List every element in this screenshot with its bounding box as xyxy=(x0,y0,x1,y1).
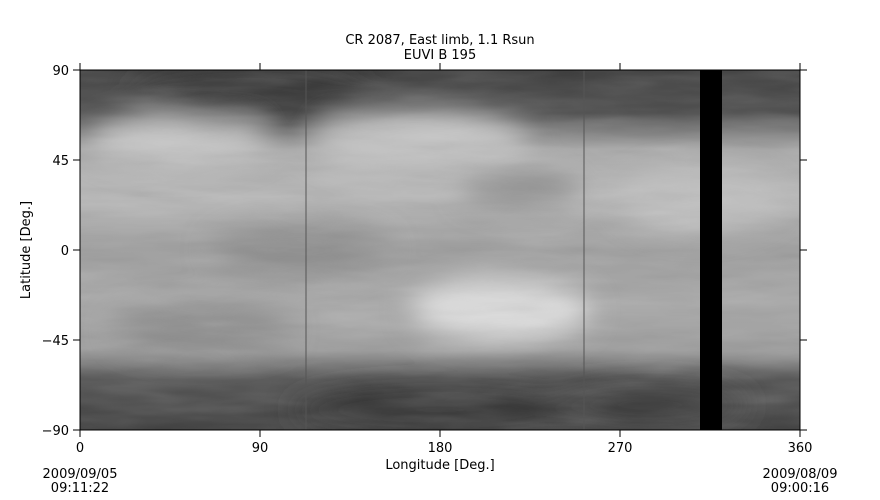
x-tick-label: 270 xyxy=(608,441,633,456)
y-tick-label: 45 xyxy=(52,154,69,169)
y-tick-label: −90 xyxy=(42,424,69,439)
x-tick-label: 0 xyxy=(76,441,84,456)
end-time: 09:00:16 xyxy=(771,481,829,496)
start-date: 2009/09/05 xyxy=(43,467,118,482)
x-tick-label: 90 xyxy=(252,441,269,456)
y-tick-label: 90 xyxy=(52,64,69,79)
x-axis-label: Longitude [Deg.] xyxy=(385,458,494,473)
end-date: 2009/08/09 xyxy=(763,467,838,482)
chart-subtitle: EUVI B 195 xyxy=(404,48,476,63)
y-tick-label: 0 xyxy=(61,244,69,259)
chart-title: CR 2087, East limb, 1.1 Rsun xyxy=(345,33,534,48)
axis-ticks: 0 90 180 270 360 −90 −45 0 45 90 xyxy=(42,63,813,456)
x-tick-label: 180 xyxy=(428,441,453,456)
y-axis-label: Latitude [Deg.] xyxy=(19,201,34,299)
start-time: 09:11:22 xyxy=(51,481,109,496)
map-image xyxy=(80,70,800,430)
y-tick-label: −45 xyxy=(42,334,69,349)
data-gap-band xyxy=(700,70,722,430)
x-tick-label: 360 xyxy=(788,441,813,456)
